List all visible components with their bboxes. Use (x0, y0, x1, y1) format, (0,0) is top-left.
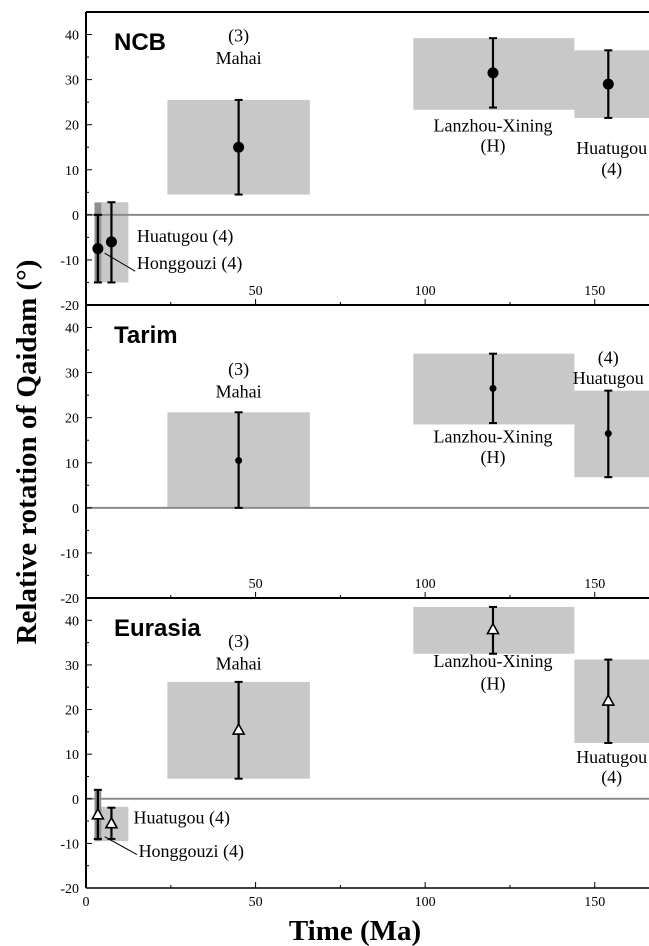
y-tick-label: 0 (72, 209, 79, 224)
x-tick-label: 100 (415, 284, 436, 299)
panel-ncb: -20 -10 0 10 20 30 40 50 100 150 NCB (3)Mahai Lanzho… (60, 11, 649, 314)
annotation-label: (3) (228, 359, 249, 380)
x-tick-label: 100 (415, 577, 436, 592)
annotation-label: Huatugou (576, 747, 647, 767)
y-tick-label: 40 (65, 614, 79, 629)
annotation-label: Honggouzi (4) (137, 253, 242, 274)
data-point (601, 693, 616, 706)
y-tick-label: -10 (60, 547, 79, 562)
data-point (487, 67, 499, 79)
data-point (486, 622, 500, 635)
panel-title: NCB (114, 29, 166, 56)
data-point (235, 457, 243, 465)
y-tick-label: 30 (65, 659, 79, 674)
y-tick-label: -20 (60, 592, 79, 607)
annotation-label: Lanzhou-Xining (434, 426, 553, 446)
annotation-label: Mahai (216, 381, 262, 401)
x-axis-label: Time (Ma) (289, 915, 421, 946)
x-tick-label: 50 (249, 895, 263, 910)
x-tick-label: 150 (584, 895, 605, 910)
annotation-label: Huatugou (573, 368, 644, 388)
annotation-label: (4) (598, 348, 619, 369)
data-point (602, 78, 614, 90)
data-point (604, 429, 612, 437)
y-tick-label: -10 (60, 837, 79, 852)
data-point (233, 141, 245, 153)
y-tick-label: 10 (65, 748, 79, 763)
data-point (105, 236, 117, 248)
y-tick-label: -10 (60, 254, 79, 269)
annotation-label: Huatugou (4) (137, 226, 233, 247)
x-tick-label: 0 (83, 895, 90, 910)
data-point (91, 807, 105, 820)
annotation-label: (H) (480, 136, 505, 157)
annotation-label: (4) (601, 767, 622, 788)
y-tick-label: 20 (65, 412, 79, 427)
annotation-label: Huatugou (4) (133, 807, 229, 828)
panel-tarim: -20 -10 0 10 20 30 40 50 100 150 Tarim (3)Mahai Lanz… (60, 304, 649, 607)
panel-title: Tarim (114, 322, 178, 349)
y-tick-label: 10 (65, 164, 79, 179)
x-tick-label: 50 (249, 284, 263, 299)
x-tick-label: 50 (249, 577, 263, 592)
annotation-label: (H) (480, 447, 505, 468)
y-tick-label: -20 (60, 299, 79, 314)
annotation-label: Lanzhou-Xining (434, 115, 553, 135)
x-tick-label: 150 (584, 284, 605, 299)
data-point (489, 384, 497, 392)
data-point (92, 243, 104, 255)
annotation-label: Mahai (216, 653, 262, 673)
y-axis-label: Relative rotation of Qaidam (°) (11, 260, 43, 645)
y-tick-label: 0 (72, 793, 79, 808)
data-point (231, 722, 246, 735)
annotation-label: Lanzhou-Xining (434, 651, 553, 671)
annotation-label: (4) (601, 159, 622, 180)
leader-line (104, 252, 136, 272)
y-tick-label: 30 (65, 367, 79, 382)
x-tick-label: 150 (584, 577, 605, 592)
y-tick-label: 40 (65, 29, 79, 44)
y-tick-label: 40 (65, 322, 79, 337)
y-tick-label: -20 (60, 882, 79, 897)
y-tick-label: 10 (65, 457, 79, 472)
data-point (104, 816, 119, 829)
x-tick-label: 100 (415, 895, 436, 910)
annotation-label: Mahai (216, 48, 262, 68)
annotation-label: (3) (228, 631, 249, 652)
annotation-label: (3) (228, 25, 249, 46)
panel-eurasia: -20 -10 0 10 20 30 40 0 50 100 150 Eurasia (3)Mahai L… (60, 597, 649, 910)
annotation-label: (H) (480, 673, 505, 694)
panel-title: Eurasia (114, 615, 201, 642)
y-tick-label: 20 (65, 704, 79, 719)
y-tick-label: 30 (65, 74, 79, 89)
annotation-label: Huatugou (576, 138, 647, 158)
y-tick-label: 0 (72, 502, 79, 517)
y-tick-label: 20 (65, 119, 79, 134)
annotation-label: Honggouzi (4) (139, 841, 244, 862)
